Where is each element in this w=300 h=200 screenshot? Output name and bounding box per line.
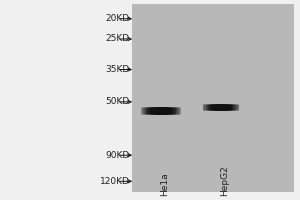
Text: 25KD: 25KD [106,34,130,43]
Text: 50KD: 50KD [106,97,130,106]
Bar [132,4,294,192]
Text: He1a: He1a [160,172,169,196]
Text: 35KD: 35KD [106,65,130,74]
Text: 120KD: 120KD [100,177,130,186]
Text: 20KD: 20KD [106,14,130,23]
Text: 90KD: 90KD [106,151,130,160]
Text: HepG2: HepG2 [220,165,230,196]
